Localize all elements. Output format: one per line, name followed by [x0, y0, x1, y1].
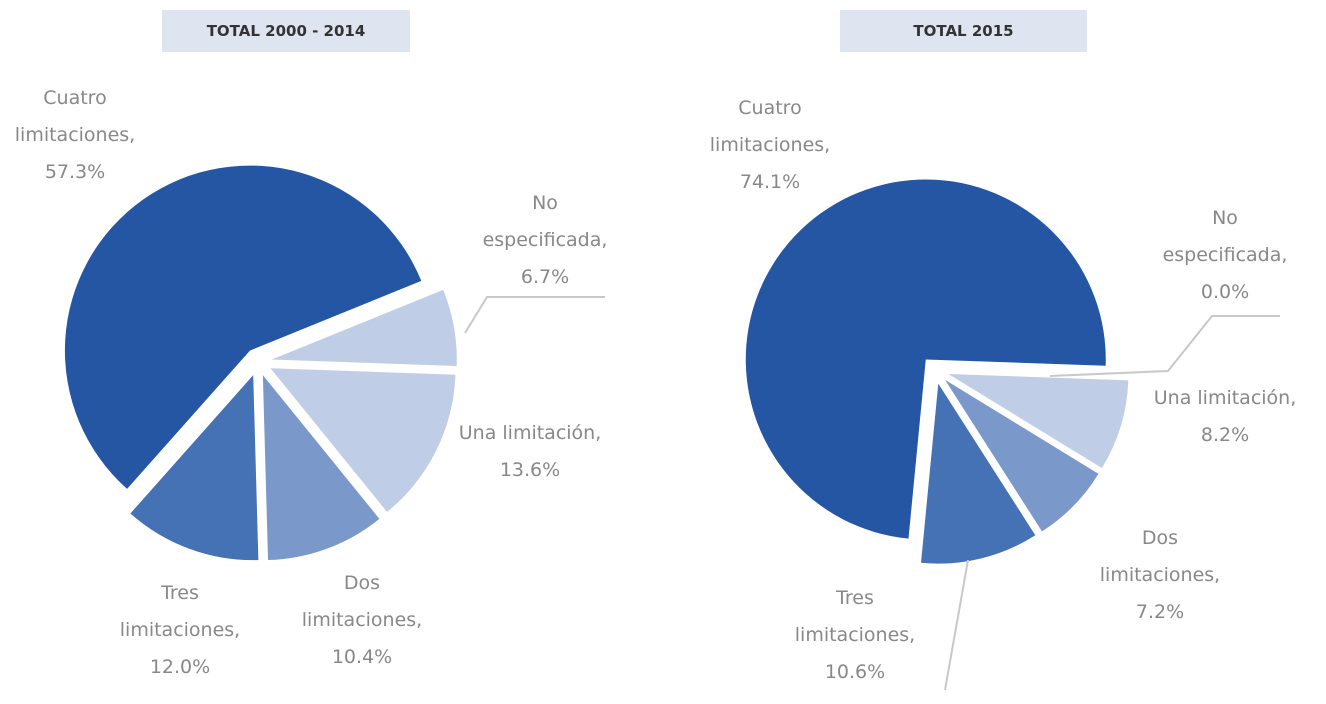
pie-slice — [130, 375, 259, 561]
slice-category: No especificada, — [1162, 207, 1288, 266]
slice-value: 12.0% — [149, 656, 211, 678]
pie-slice — [745, 179, 1106, 539]
slice-value: 7.2% — [1135, 601, 1185, 623]
pie-slice — [944, 379, 1099, 532]
slice-value: 10.6% — [824, 661, 886, 683]
slice-category: Tres limitaciones, — [794, 587, 916, 646]
slice-label: Dos limitaciones, 10.4% — [287, 565, 437, 676]
slice-value: 13.6% — [499, 459, 561, 481]
pie-slice — [271, 289, 457, 367]
slice-label: Dos limitaciones, 7.2% — [1085, 520, 1235, 631]
slice-label: No especificada, 0.0% — [1150, 200, 1300, 311]
slice-label: Una limitación, 8.2% — [1150, 380, 1300, 454]
slice-value: 8.2% — [1200, 424, 1250, 446]
slice-category: Una limitación, — [1153, 387, 1297, 409]
slice-value: 0.0% — [1200, 281, 1250, 303]
chart-title: TOTAL 2015 — [840, 10, 1087, 52]
leader-line — [464, 296, 605, 334]
leader-line — [944, 559, 969, 691]
slice-label: Tres limitaciones, 12.0% — [105, 575, 255, 686]
slice-label: Cuatro limitaciones, 57.3% — [0, 80, 150, 191]
pie-slice — [948, 374, 1129, 469]
slice-category: Dos limitaciones, — [301, 572, 423, 631]
slice-category: Tres limitaciones, — [119, 582, 241, 641]
slice-category: Cuatro limitaciones, — [709, 97, 831, 156]
pie-slice — [921, 383, 1036, 564]
slice-value: 10.4% — [331, 646, 393, 668]
slice-label: Una limitación, 13.6% — [455, 415, 605, 489]
slice-value: 6.7% — [520, 266, 570, 288]
pie-slice — [262, 375, 380, 561]
slice-category: No especificada, — [482, 192, 608, 251]
slice-value: 74.1% — [739, 171, 801, 193]
leader-line — [1049, 315, 1280, 377]
slice-label: Tres limitaciones, 10.6% — [780, 580, 930, 691]
chart-title: TOTAL 2000 - 2014 — [162, 10, 410, 52]
slice-label: Cuatro limitaciones, 74.1% — [695, 90, 845, 201]
pie-slice — [270, 368, 456, 512]
slice-category: Dos limitaciones, — [1099, 527, 1221, 586]
slice-category: Una limitación, — [458, 422, 602, 444]
slice-category: Cuatro limitaciones, — [14, 87, 136, 146]
pie-slice — [64, 165, 422, 489]
slice-value: 57.3% — [44, 161, 106, 183]
slice-label: No especificada, 6.7% — [470, 185, 620, 296]
